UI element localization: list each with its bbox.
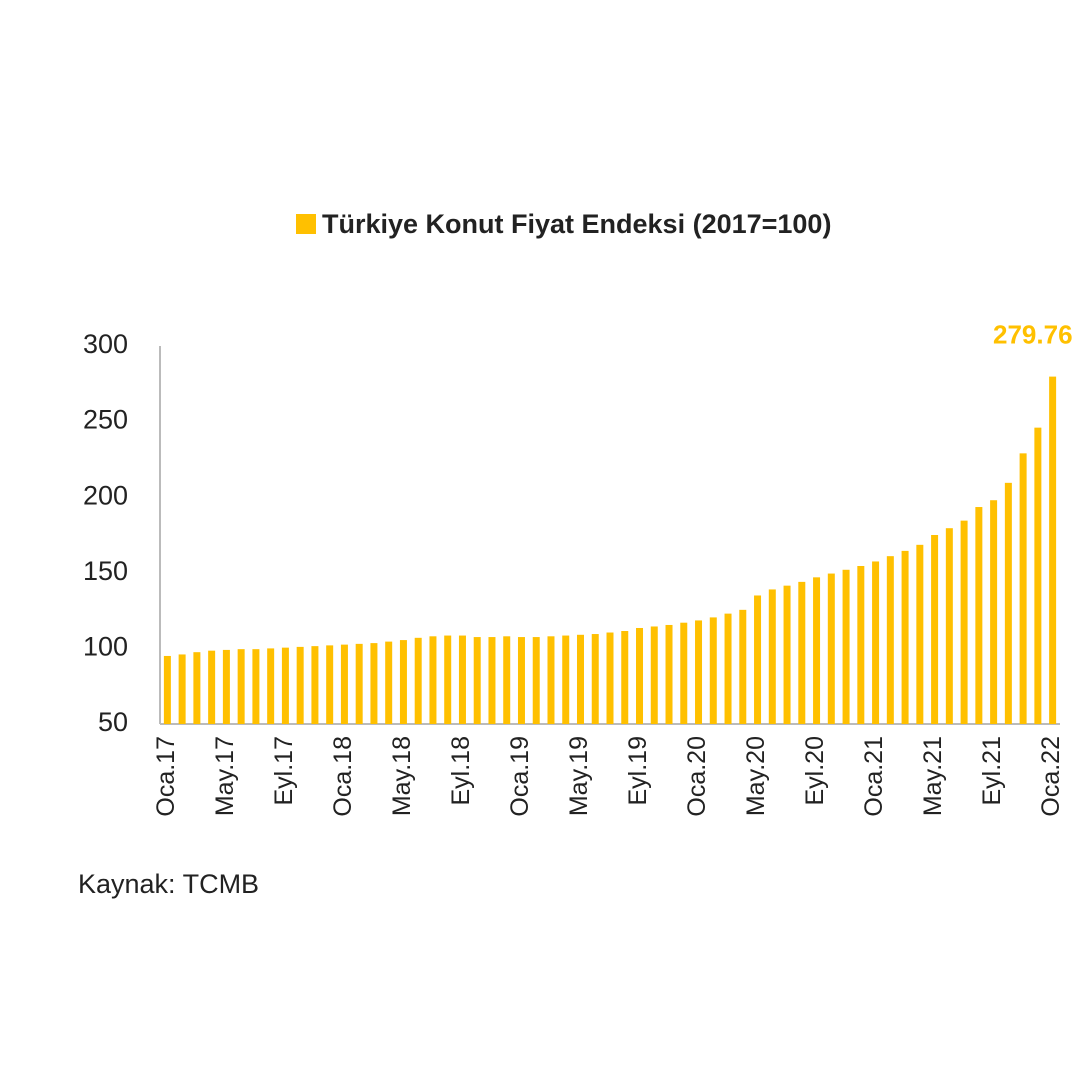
y-tick-label: 300 [83, 329, 128, 359]
x-tick-label: Oca.17 [152, 736, 180, 817]
bar [281, 647, 289, 724]
bar [827, 573, 835, 724]
bar [576, 634, 584, 724]
x-tick-label: May.20 [742, 736, 770, 816]
bar [252, 649, 260, 724]
bar [311, 646, 319, 724]
data-label: 279.76 [993, 319, 1073, 349]
bar [503, 636, 511, 724]
bar [886, 556, 894, 724]
bar [473, 637, 481, 724]
y-tick-label: 100 [83, 632, 128, 662]
bar [1034, 427, 1042, 724]
x-tick-label: Eyl.17 [270, 736, 298, 805]
bar [326, 645, 334, 724]
bar [458, 635, 466, 724]
y-tick-label: 150 [83, 556, 128, 586]
bar [916, 544, 924, 724]
bar [208, 650, 216, 724]
bar [650, 626, 658, 724]
bar [975, 507, 983, 724]
bar [931, 535, 939, 724]
bar [429, 636, 437, 724]
x-tick-label: Oca.22 [1037, 736, 1065, 817]
bar [842, 569, 850, 724]
x-tick-label: Eyl.18 [447, 736, 475, 805]
x-tick-label: Eyl.20 [801, 736, 829, 805]
bar [739, 609, 747, 724]
bar [990, 500, 998, 724]
bar [547, 636, 555, 724]
bar [399, 640, 407, 724]
bar [340, 644, 348, 724]
x-tick-label: Eyl.21 [978, 736, 1006, 805]
bar [414, 637, 422, 724]
bar [783, 585, 791, 724]
bar [178, 654, 186, 724]
bar [695, 620, 703, 724]
bar [163, 655, 171, 724]
bar [621, 631, 629, 724]
bar [532, 637, 540, 724]
bar [591, 634, 599, 724]
bar [872, 561, 880, 724]
bar [680, 622, 688, 724]
legend-swatch [296, 214, 316, 234]
bar [1049, 376, 1057, 724]
legend-label: Türkiye Konut Fiyat Endeksi (2017=100) [322, 209, 831, 239]
y-tick-label: 200 [83, 480, 128, 510]
bar [517, 637, 525, 724]
x-tick-label: Oca.21 [860, 736, 888, 817]
y-tick-label: 50 [98, 707, 128, 737]
bar [385, 641, 393, 724]
x-tick-label: Oca.20 [683, 736, 711, 817]
y-tick-label: 250 [83, 405, 128, 435]
bar [709, 617, 717, 724]
bar [754, 595, 762, 724]
bar [193, 652, 201, 724]
bar [1019, 453, 1027, 724]
bar [606, 632, 614, 724]
bar [488, 637, 496, 724]
x-tick-label: May.21 [919, 736, 947, 816]
bar [724, 613, 732, 724]
bar [636, 627, 644, 724]
x-tick-label: May.18 [388, 736, 416, 816]
bar [665, 624, 673, 724]
bar [798, 581, 806, 724]
bar [960, 520, 968, 724]
bar [562, 635, 570, 724]
bar [813, 577, 821, 724]
bar [857, 565, 865, 724]
x-tick-label: Oca.19 [506, 736, 534, 817]
x-tick-label: May.19 [565, 736, 593, 816]
bar [267, 648, 275, 724]
bar [444, 635, 452, 724]
bar [355, 643, 363, 724]
x-tick-label: May.17 [211, 736, 239, 816]
bar [370, 643, 378, 724]
source: Kaynak: TCMB [78, 869, 259, 899]
x-tick-label: Oca.18 [329, 736, 357, 817]
bar [296, 646, 304, 724]
bar [222, 649, 230, 724]
bar [237, 649, 245, 724]
bar [945, 528, 953, 724]
bar [768, 589, 776, 724]
x-tick-label: Eyl.19 [624, 736, 652, 805]
bar [1004, 482, 1012, 724]
bar [901, 550, 909, 724]
